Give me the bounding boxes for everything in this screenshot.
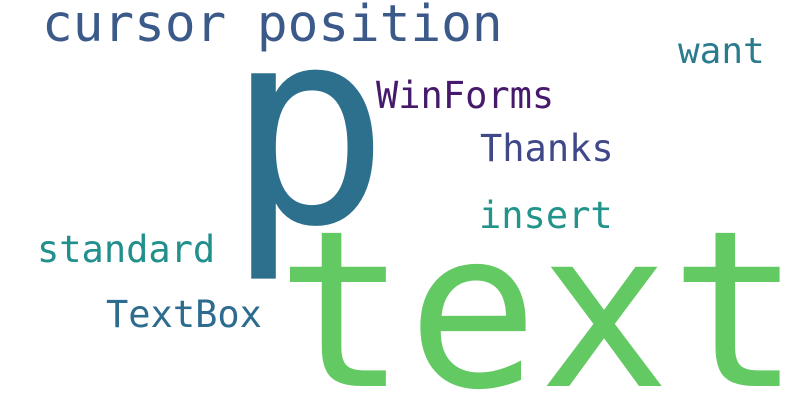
word-thanks: Thanks [480,127,614,170]
word-text: text [276,185,800,400]
word-want: want [678,31,765,72]
word-winforms: WinForms [376,74,554,117]
word-textbox: TextBox [106,293,262,336]
word-cursor-position: cursor position [42,0,503,54]
word-standard: standard [37,228,215,271]
word-p: p [226,0,390,287]
word-insert: insert [479,194,613,237]
